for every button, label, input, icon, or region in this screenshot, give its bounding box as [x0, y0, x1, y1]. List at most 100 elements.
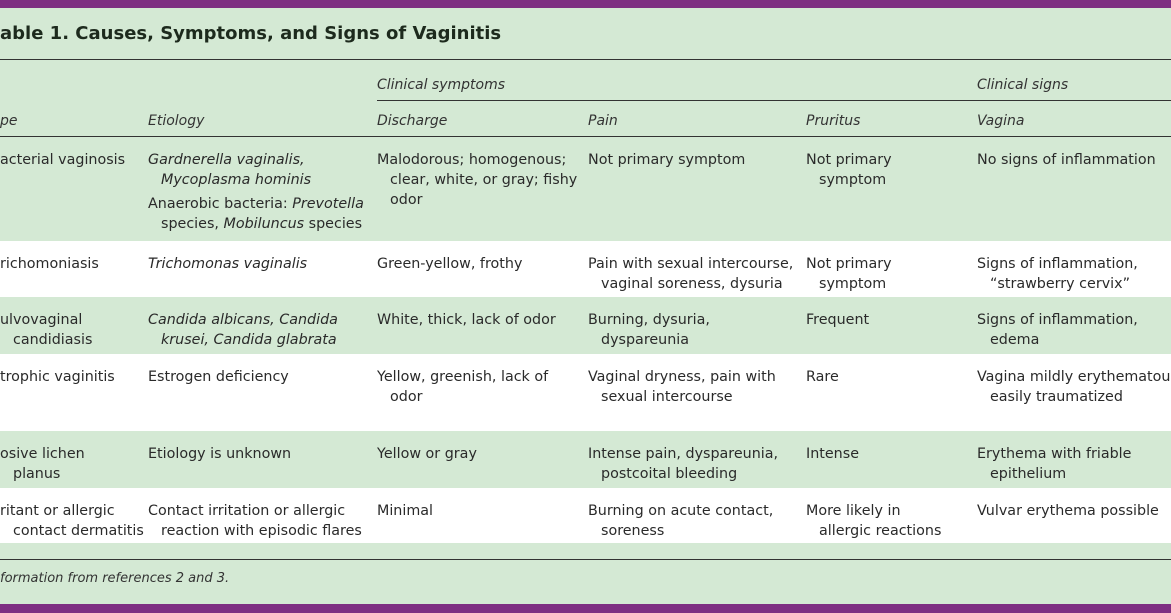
table-row: ulvovaginal candidiasis Candida albicans, … [0, 297, 1171, 354]
text-segment: Mobiluncus [223, 216, 305, 232]
text-segment: White, thick, lack of odor [377, 312, 556, 328]
text-segment: Anaerobic bacteria: [148, 196, 293, 212]
cell-line: Rare [806, 367, 839, 387]
text-segment: symptom [819, 172, 887, 188]
cell-pruritus: Frequent [806, 310, 869, 330]
cell-line: No signs of inflammation [977, 150, 1156, 170]
cell-discharge: Minimal [377, 501, 433, 521]
cell-paragraph: Not primary symptom [588, 150, 745, 170]
cell-paragraph: Green-yellow, frothy [377, 254, 522, 274]
text-segment: odor [390, 192, 423, 208]
cell-etiology: Gardnerella vaginalis, Mycoplasma hominis… [148, 150, 364, 234]
cell-line: Erythema with friable [977, 444, 1131, 464]
table-row: osive lichen planus Etiology is unknown Yel… [0, 431, 1171, 488]
cell-line: Anaerobic bacteria: Prevotella [148, 194, 364, 214]
text-segment: clear, white, or gray; fishy [390, 172, 578, 188]
cell-etiology: Contact irritation or allergic reaction w… [148, 501, 362, 541]
cell-paragraph: Candida albicans, Candida krusei, Candida… [148, 310, 338, 350]
text-segment: Pain with sexual intercourse, [588, 256, 794, 272]
text-segment: allergic reactions [819, 523, 942, 539]
cell-type: richomoniasis [0, 254, 99, 274]
text-segment: candidiasis [13, 332, 93, 348]
cell-type: ritant or allergic contact dermatitis [0, 501, 144, 541]
text-segment: species, [161, 216, 224, 232]
cell-line: Vulvar erythema possible [977, 501, 1159, 521]
cell-line: Candida albicans, Candida [148, 310, 338, 330]
cell-etiology: Estrogen deficiency [148, 367, 289, 387]
cell-line: Signs of inflammation, [977, 254, 1138, 274]
cell-line: vaginal soreness, dysuria [588, 274, 793, 294]
cell-paragraph: richomoniasis [0, 254, 99, 274]
text-segment: trophic vaginitis [0, 369, 115, 385]
cell-paragraph: Estrogen deficiency [148, 367, 289, 387]
cell-paragraph: Not primary symptom [806, 254, 892, 294]
text-segment: No signs of inflammation [977, 152, 1156, 168]
text-segment: easily traumatized [990, 389, 1123, 405]
cell-line: Signs of inflammation, [977, 310, 1138, 330]
cell-etiology: Etiology is unknown [148, 444, 291, 464]
cell-discharge: Malodorous; homogenous; clear, white, or … [377, 150, 577, 210]
text-segment: osive lichen [0, 446, 85, 462]
text-segment: Frequent [806, 312, 870, 328]
cell-line: Contact irritation or allergic [148, 501, 362, 521]
text-segment: krusei, Candida glabrata [161, 332, 337, 348]
text-segment: Green-yellow, frothy [377, 256, 523, 272]
column-header-discharge: Discharge [377, 113, 448, 129]
column-header-pain: Pain [588, 113, 618, 129]
text-segment: planus [13, 466, 61, 482]
cell-line: postcoital bleeding [588, 464, 778, 484]
cell-paragraph: Signs of inflammation, edema [977, 310, 1138, 350]
text-segment: odor [390, 389, 423, 405]
cell-line: odor [377, 190, 577, 210]
cell-pain: Not primary symptom [588, 150, 745, 170]
cell-line: soreness [588, 521, 773, 541]
cell-line: epithelium [977, 464, 1131, 484]
cell-line: Estrogen deficiency [148, 367, 289, 387]
text-segment: Signs of inflammation, [977, 256, 1138, 272]
text-segment: Minimal [377, 503, 434, 519]
text-segment: Prevotella [292, 196, 364, 212]
cell-paragraph: Yellow or gray [377, 444, 477, 464]
cell-type: trophic vaginitis [0, 367, 115, 387]
cell-pain: Burning, dysuria, dyspareunia [588, 310, 710, 350]
text-segment: Trichomonas vaginalis [148, 256, 308, 272]
text-segment: Not primary [806, 152, 892, 168]
group-header-symptoms: Clinical symptoms [377, 77, 506, 93]
cell-paragraph: Rare [806, 367, 839, 387]
cell-vagina: Vagina mildly erythematous, easily trauma… [977, 367, 1171, 407]
cell-vagina: Vulvar erythema possible [977, 501, 1159, 521]
cell-line: sexual intercourse [588, 387, 776, 407]
cell-line: trophic vaginitis [0, 367, 115, 387]
cell-line: Intense pain, dyspareunia, [588, 444, 778, 464]
divider [0, 559, 1171, 560]
footnote: formation from references 2 and 3. [0, 571, 230, 586]
cell-pruritus: Intense [806, 444, 859, 464]
cell-paragraph: Etiology is unknown [148, 444, 291, 464]
cell-line: clear, white, or gray; fishy [377, 170, 577, 190]
cell-line: Not primary symptom [588, 150, 745, 170]
cell-line: acterial vaginosis [0, 150, 125, 170]
top-band [0, 0, 1171, 8]
cell-line: Burning, dysuria, [588, 310, 710, 330]
cell-vagina: Signs of inflammation, “strawberry cervix… [977, 254, 1138, 294]
cell-paragraph: More likely in allergic reactions [806, 501, 941, 541]
cell-paragraph: Burning on acute contact, soreness [588, 501, 773, 541]
text-segment: ritant or allergic [0, 503, 115, 519]
cell-paragraph: White, thick, lack of odor [377, 310, 556, 330]
cell-line: symptom [806, 170, 892, 190]
group-header-signs: Clinical signs [977, 77, 1069, 93]
cell-line: Burning on acute contact, [588, 501, 773, 521]
cell-line: edema [977, 330, 1138, 350]
cell-type: osive lichen planus [0, 444, 85, 484]
cell-line: Gardnerella vaginalis, [148, 150, 364, 170]
text-segment: epithelium [990, 466, 1067, 482]
cell-line: richomoniasis [0, 254, 99, 274]
cell-line: Not primary [806, 150, 892, 170]
text-segment: reaction with episodic flares [161, 523, 362, 539]
cell-line: allergic reactions [806, 521, 941, 541]
cell-paragraph: Gardnerella vaginalis, Mycoplasma hominis [148, 150, 364, 190]
cell-vagina: Signs of inflammation, edema [977, 310, 1138, 350]
cell-line: candidiasis [0, 330, 92, 350]
text-segment: postcoital bleeding [601, 466, 738, 482]
cell-line: Not primary [806, 254, 892, 274]
